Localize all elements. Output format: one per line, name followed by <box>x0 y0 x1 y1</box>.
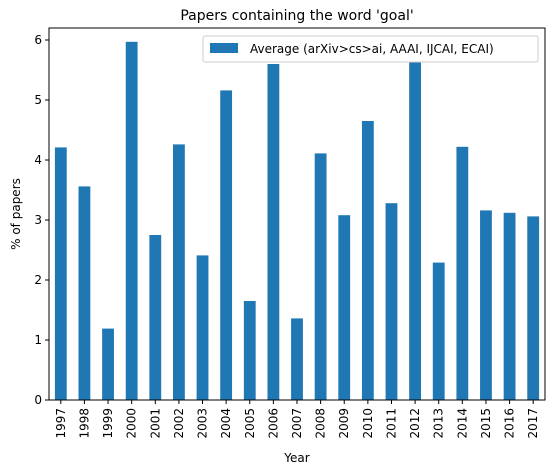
x-tick-label: 2007 <box>290 408 304 439</box>
x-tick-label: 2004 <box>219 408 233 439</box>
bar-2001 <box>149 235 162 400</box>
legend-label: Average (arXiv>cs>ai, AAAI, IJCAI, ECAI) <box>250 42 494 56</box>
x-tick-label: 2012 <box>408 408 422 439</box>
bar-2015 <box>480 210 492 400</box>
legend: Average (arXiv>cs>ai, AAAI, IJCAI, ECAI) <box>202 35 539 63</box>
bar-2004 <box>220 90 233 401</box>
bar-1997 <box>54 147 67 400</box>
bar-2013 <box>432 262 445 400</box>
bar-2014 <box>456 146 469 400</box>
bar-1999 <box>102 328 114 400</box>
x-tick-label: 2008 <box>314 408 328 439</box>
x-tick-label: 2006 <box>266 408 280 439</box>
bar-2006 <box>267 64 280 400</box>
y-tick-label: 0 <box>34 393 42 407</box>
x-tick-label: 2015 <box>479 408 493 439</box>
bar-2011 <box>385 203 398 400</box>
x-tick-label: 2002 <box>172 408 186 439</box>
x-tick-label: 2017 <box>526 408 540 439</box>
x-tick-label: 2003 <box>196 408 210 439</box>
y-tick-label: 6 <box>34 33 42 47</box>
bar-2008 <box>314 153 327 400</box>
x-tick-label: 2010 <box>361 408 375 439</box>
x-axis-label: Year <box>283 451 309 465</box>
x-tick-label: 1997 <box>54 408 68 439</box>
bars-group <box>54 41 540 401</box>
legend-box <box>202 35 539 63</box>
bar-2005 <box>243 301 256 400</box>
bar-2000 <box>125 41 138 401</box>
bar-1998 <box>78 186 91 400</box>
bar-2010 <box>361 121 374 400</box>
x-tick-label: 2000 <box>125 408 139 439</box>
y-tick-label: 1 <box>34 333 42 347</box>
bar-2002 <box>173 144 185 400</box>
x-tick-label: 2011 <box>384 408 398 439</box>
x-axis: 1997 1998 1999 2000 2001 2002 2003 2004 2005 2006… <box>54 400 540 439</box>
bar-2003 <box>196 255 209 400</box>
x-tick-label: 2005 <box>243 408 257 439</box>
y-tick-label: 4 <box>34 153 42 167</box>
chart-title: Papers containing the word 'goal' <box>180 8 413 24</box>
bar-2017 <box>527 216 540 400</box>
x-tick-label: 2013 <box>432 408 446 439</box>
x-tick-label: 2001 <box>148 408 162 439</box>
x-tick-label: 2009 <box>337 408 351 439</box>
x-tick-label: 2014 <box>455 408 469 439</box>
x-tick-label: 1999 <box>101 408 115 439</box>
y-axis: 0 1 2 3 4 5 6 <box>34 33 49 407</box>
bar-2016 <box>503 212 516 400</box>
x-tick-label: 2016 <box>503 408 517 439</box>
y-tick-label: 2 <box>34 273 42 287</box>
x-tick-label: 1998 <box>77 408 91 439</box>
y-axis-label: % of papers <box>9 178 23 250</box>
bar-2009 <box>338 215 351 400</box>
bar-2012 <box>409 62 421 400</box>
bar-2007 <box>291 318 303 400</box>
legend-swatch <box>210 43 238 53</box>
y-tick-label: 3 <box>34 213 42 227</box>
y-tick-label: 5 <box>34 93 42 107</box>
